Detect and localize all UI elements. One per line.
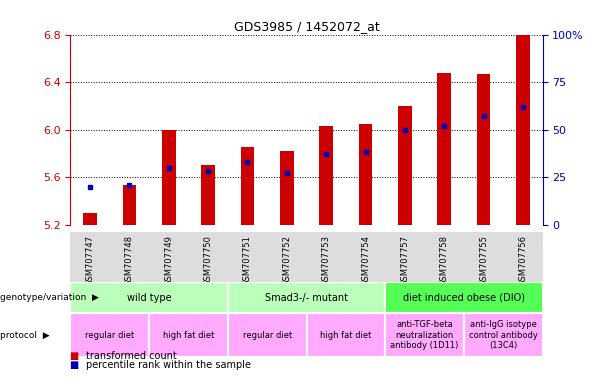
Text: transformed count: transformed count (86, 351, 177, 361)
Text: protocol  ▶: protocol ▶ (0, 331, 50, 339)
Text: Smad3-/- mutant: Smad3-/- mutant (265, 293, 348, 303)
Text: GSM707752: GSM707752 (283, 235, 291, 286)
Bar (70, 282, 228, 313)
Text: GSM707756: GSM707756 (519, 235, 527, 286)
Bar (162, 130, 176, 225)
Bar (306, 313, 385, 357)
Bar (464, 313, 543, 357)
Text: GSM707757: GSM707757 (400, 235, 409, 286)
Bar (319, 126, 333, 225)
Text: regular diet: regular diet (85, 331, 134, 339)
Bar (83, 213, 97, 225)
Text: ■: ■ (70, 351, 83, 361)
Bar (123, 185, 136, 225)
Text: GSM707755: GSM707755 (479, 235, 488, 286)
Text: regular diet: regular diet (243, 331, 292, 339)
Text: GSM707753: GSM707753 (322, 235, 330, 286)
Bar (280, 151, 294, 225)
Text: anti-TGF-beta
neutralization
antibody (1D11): anti-TGF-beta neutralization antibody (1… (390, 320, 459, 350)
Text: GSM707758: GSM707758 (440, 235, 449, 286)
Bar (516, 35, 530, 225)
Text: anti-IgG isotype
control antibody
(13C4): anti-IgG isotype control antibody (13C4) (469, 320, 538, 350)
Bar (201, 165, 215, 225)
Title: GDS3985 / 1452072_at: GDS3985 / 1452072_at (234, 20, 379, 33)
Bar (477, 74, 490, 225)
Text: diet induced obese (DIO): diet induced obese (DIO) (403, 293, 525, 303)
Text: wild type: wild type (127, 293, 172, 303)
Text: ■: ■ (70, 360, 83, 370)
Bar (385, 313, 464, 357)
Bar (228, 313, 306, 357)
Text: high fat diet: high fat diet (320, 331, 371, 339)
Bar (149, 313, 228, 357)
Text: percentile rank within the sample: percentile rank within the sample (86, 360, 251, 370)
Text: GSM707750: GSM707750 (204, 235, 213, 286)
Text: GSM707749: GSM707749 (164, 235, 173, 286)
Bar (437, 73, 451, 225)
Bar (398, 106, 412, 225)
Text: GSM707751: GSM707751 (243, 235, 252, 286)
Bar (359, 124, 372, 225)
Bar (228, 282, 385, 313)
Text: high fat diet: high fat diet (163, 331, 214, 339)
Bar (241, 147, 254, 225)
Text: GSM707747: GSM707747 (86, 235, 94, 286)
Bar (385, 282, 543, 313)
Text: GSM707754: GSM707754 (361, 235, 370, 286)
Bar (70, 313, 149, 357)
Text: GSM707748: GSM707748 (125, 235, 134, 286)
Text: genotype/variation  ▶: genotype/variation ▶ (0, 293, 99, 302)
